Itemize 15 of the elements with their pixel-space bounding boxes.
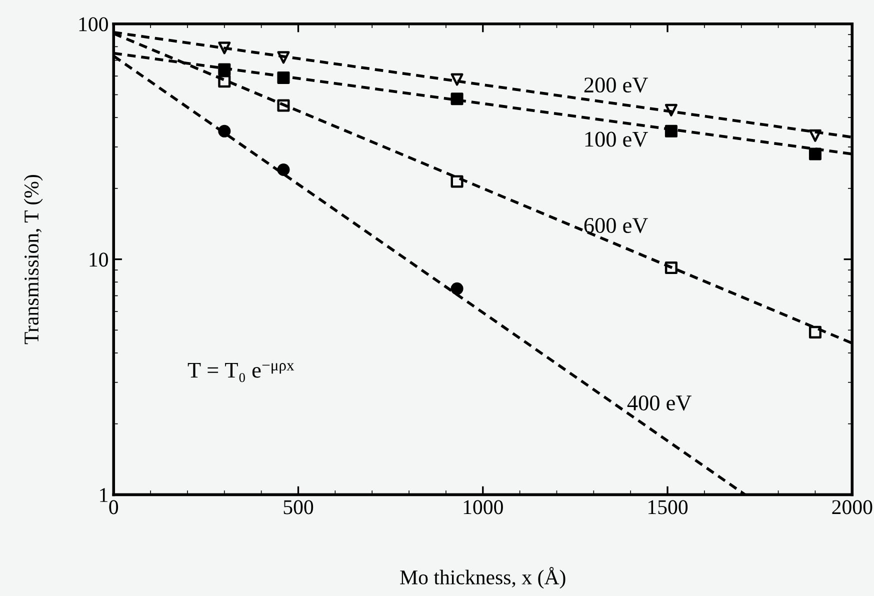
x-tick-label: 1500 <box>648 500 688 514</box>
x-axis-title: Mo thickness, x (Å) <box>400 567 566 589</box>
x-tick-label: 2000 <box>832 500 872 514</box>
series-label: 400 eV <box>627 395 692 411</box>
y-tick-label: 10 <box>90 252 108 267</box>
y-axis-title: Transmission, T (%) <box>24 174 43 344</box>
series-label: 100 eV <box>585 132 648 147</box>
x-tick-label: 0 <box>109 500 118 514</box>
series-label: 600 eV <box>584 218 648 234</box>
x-tick-label: 500 <box>284 500 314 514</box>
series-label: 200 eV <box>584 78 648 93</box>
annotation: T = T₀ e$^{−μρx}$ <box>188 362 294 382</box>
y-tick-label: 1 <box>100 488 108 502</box>
x-tick-label: 1000 <box>464 500 503 514</box>
y-tick-label: 100 <box>79 17 108 32</box>
